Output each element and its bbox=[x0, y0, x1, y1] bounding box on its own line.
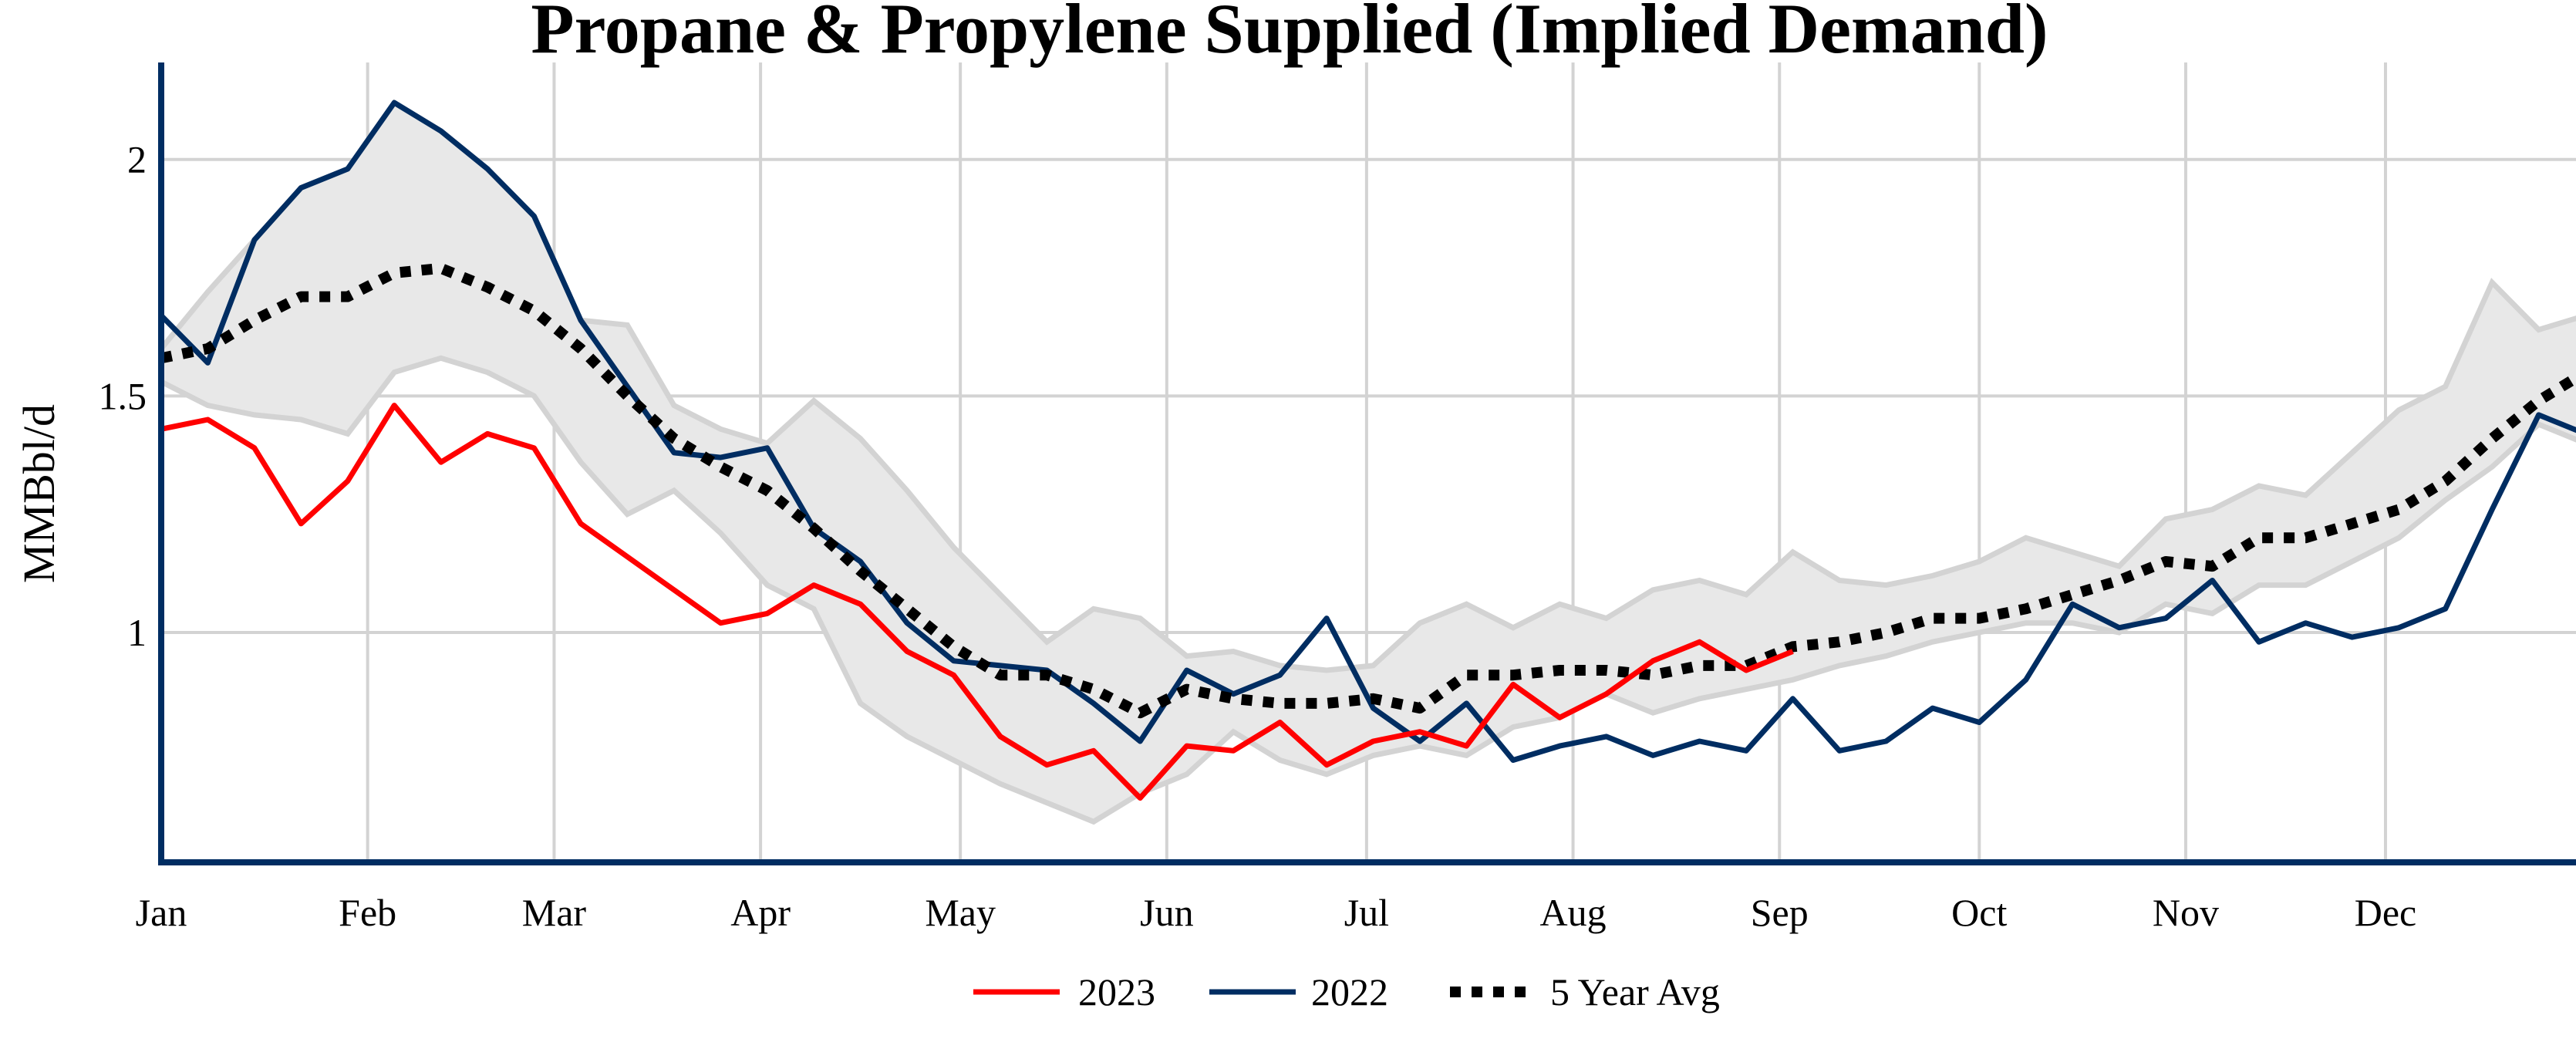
series-line-2022 bbox=[159, 100, 2576, 763]
grid bbox=[161, 62, 2576, 862]
series-line-2023 bbox=[160, 403, 1794, 801]
x-tick-label: Apr bbox=[730, 891, 791, 934]
x-tick-label: Oct bbox=[1951, 891, 2007, 934]
axes bbox=[158, 62, 2576, 865]
x-tick-label: Sep bbox=[1751, 891, 1809, 934]
series-line-5-year-avg bbox=[160, 262, 2576, 719]
tick-labels: Jan Feb Mar Apr May Jun Jul Aug Sep Oct Nov Dec 1 1.5… bbox=[99, 138, 2417, 934]
legend: 2023 2022 5 Year Avg bbox=[973, 970, 1720, 1014]
range-band-fill bbox=[161, 103, 2576, 822]
x-tick-label: Jan bbox=[136, 891, 187, 934]
y-tick-label: 1.5 bbox=[99, 374, 147, 417]
x-tick-label: Jul bbox=[1344, 891, 1389, 934]
series-lines bbox=[159, 100, 2576, 801]
x-tick-label: May bbox=[925, 891, 996, 934]
legend-label: 2022 bbox=[1311, 970, 1388, 1014]
x-tick-label: Jun bbox=[1140, 891, 1193, 934]
x-tick-label: Dec bbox=[2355, 891, 2417, 934]
y-axis-label: MMBbl/d bbox=[14, 404, 64, 583]
range-band bbox=[159, 99, 2576, 825]
y-tick-label: 1 bbox=[127, 611, 147, 654]
x-tick-label: Aug bbox=[1540, 891, 1607, 934]
legend-label: 2023 bbox=[1078, 970, 1155, 1014]
legend-label: 5 Year Avg bbox=[1550, 970, 1720, 1014]
chart-title: Propane & Propylene Supplied (Implied De… bbox=[531, 0, 2048, 68]
x-tick-label: Feb bbox=[339, 891, 396, 934]
x-tick-label: Nov bbox=[2153, 891, 2219, 934]
y-tick-label: 2 bbox=[127, 138, 147, 181]
x-tick-label: Mar bbox=[522, 891, 587, 934]
